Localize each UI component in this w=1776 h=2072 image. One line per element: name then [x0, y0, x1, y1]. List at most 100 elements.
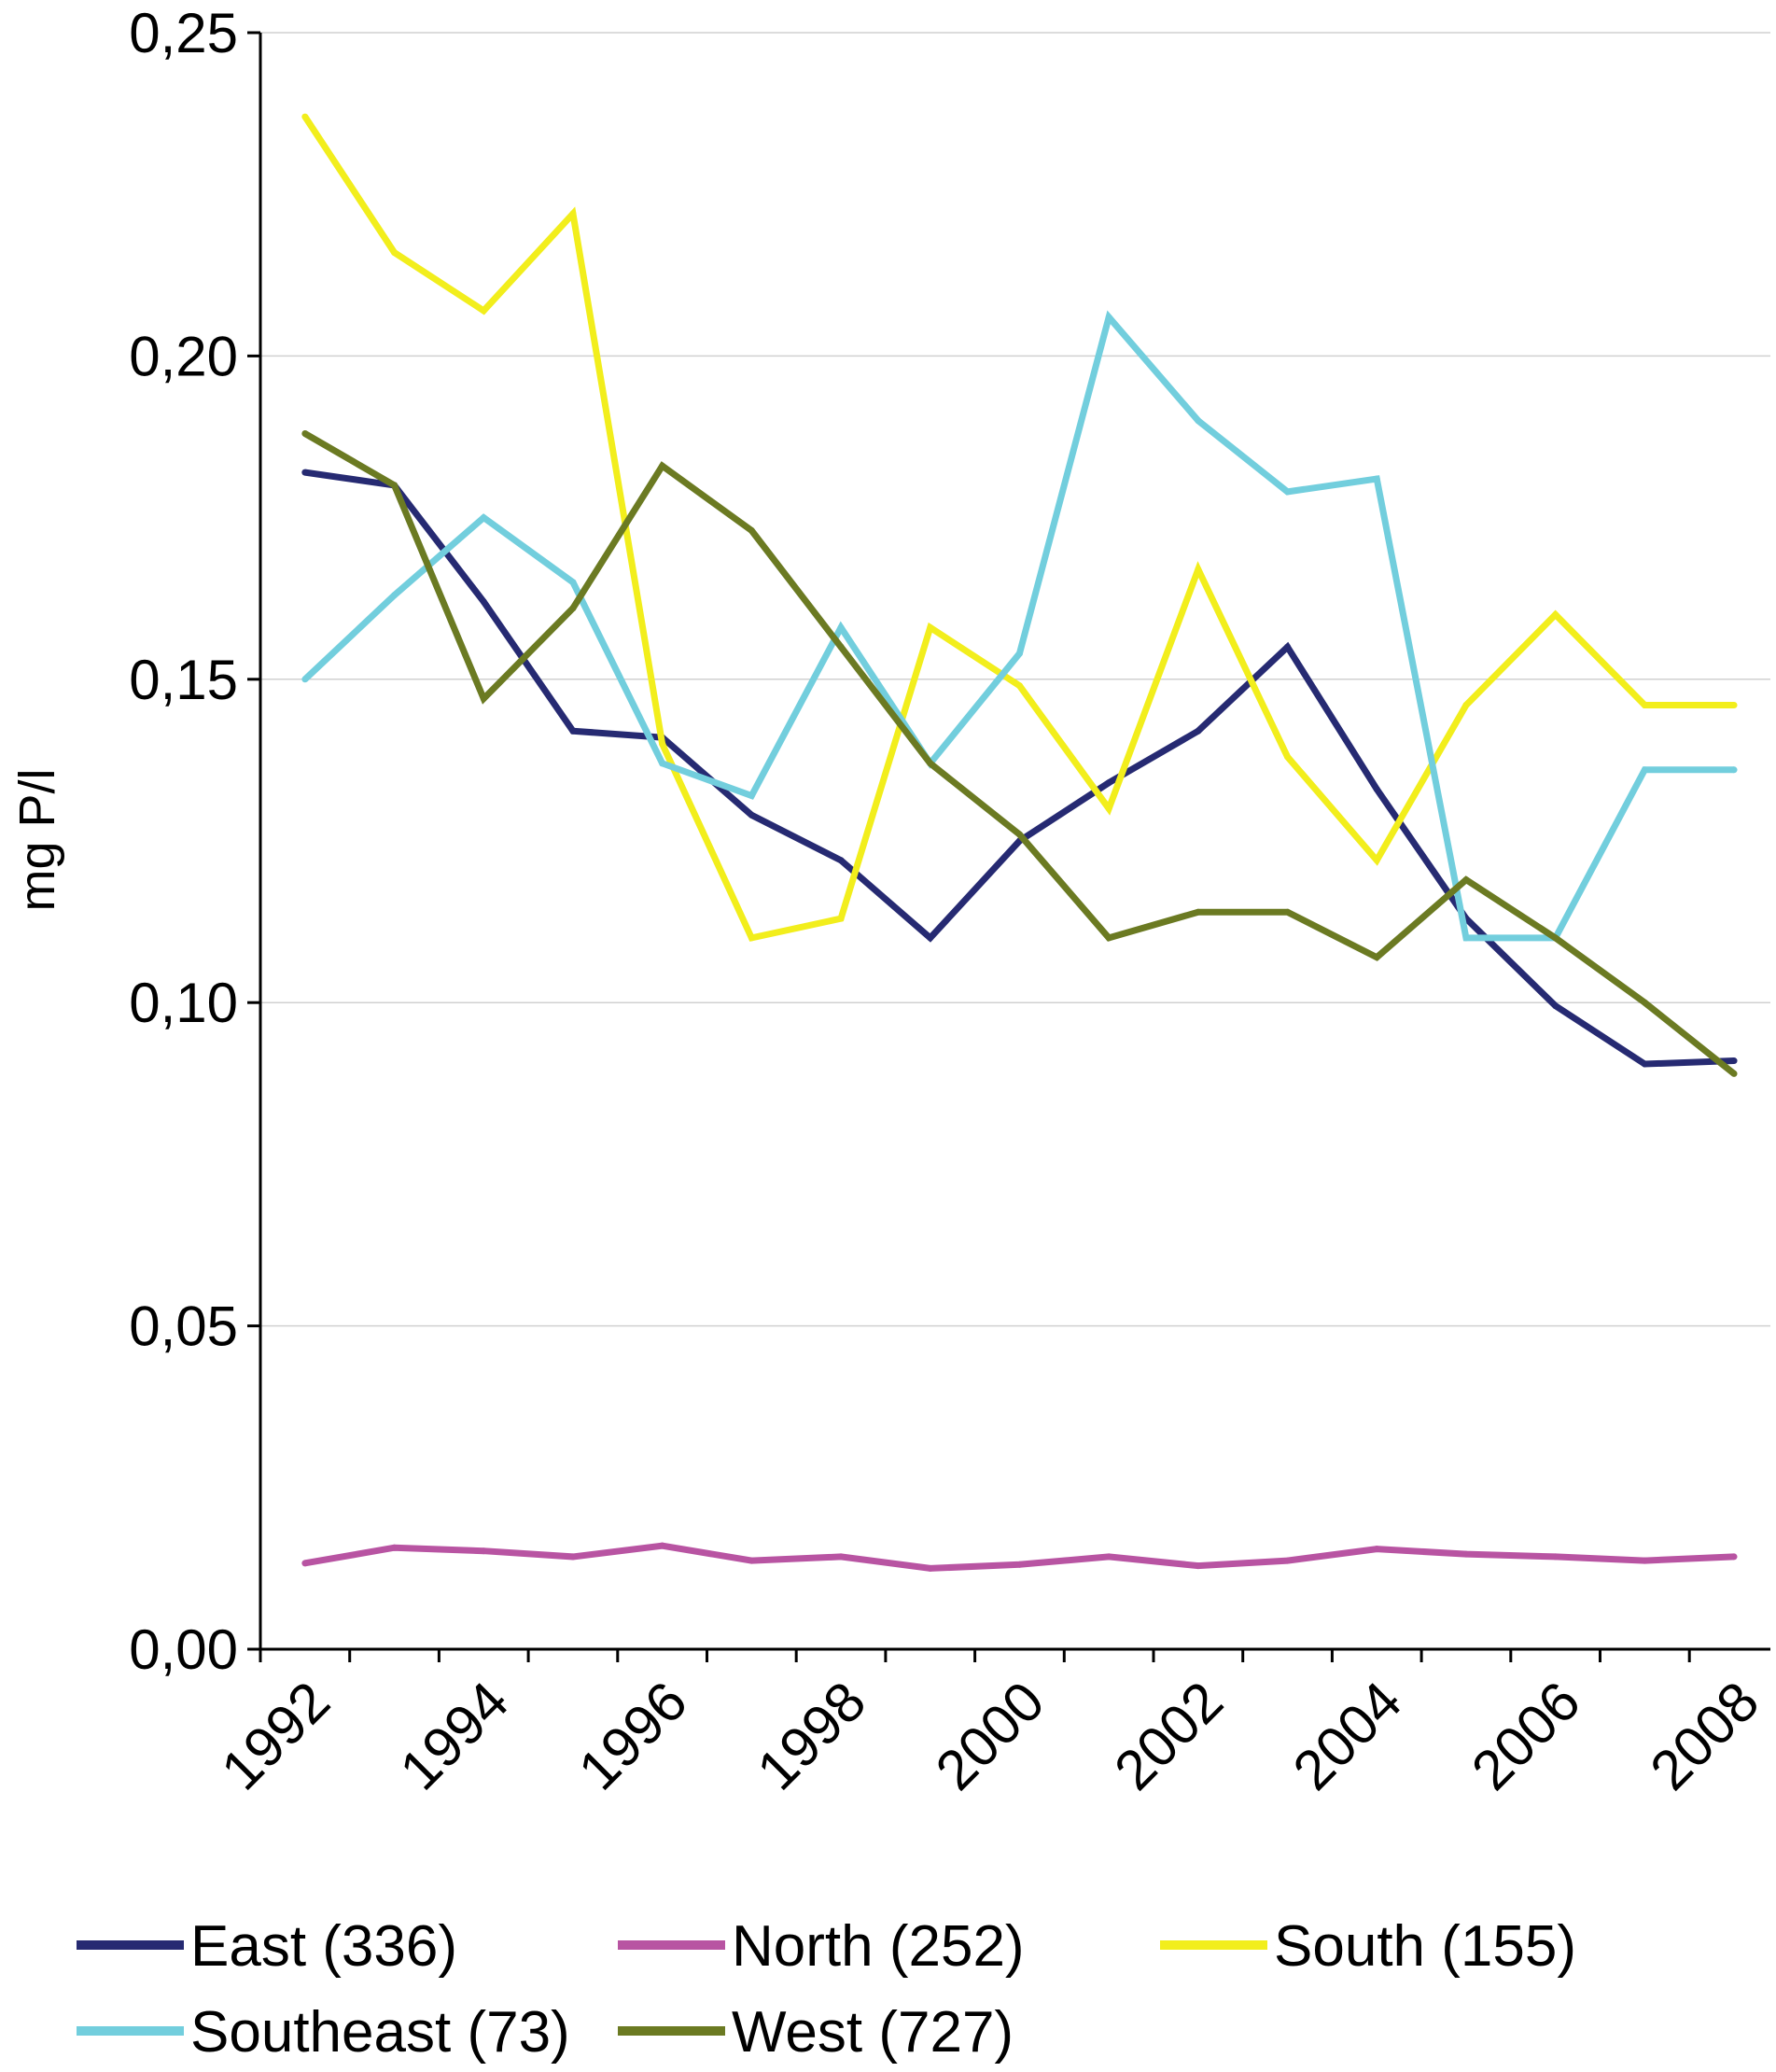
data-point: [569, 210, 577, 217]
data-point: [748, 811, 755, 819]
legend-label: North (252): [732, 1914, 1025, 1979]
data-point: [1730, 1553, 1738, 1561]
data-point: [1462, 1550, 1470, 1558]
legend-label: Southeast (73): [190, 2000, 570, 2065]
data-point: [1641, 1060, 1648, 1068]
data-point: [659, 740, 666, 748]
data-point: [1015, 682, 1023, 690]
data-point: [837, 643, 845, 651]
y-tick-label: 0,25: [129, 2, 238, 64]
data-point: [1462, 702, 1470, 709]
data-point: [748, 1557, 755, 1564]
x-tick-label: 2008: [1638, 1670, 1770, 1802]
y-tick-label: 0,20: [129, 325, 238, 387]
data-point: [1552, 1553, 1559, 1561]
data-point: [1462, 934, 1470, 942]
data-point: [837, 1553, 845, 1561]
data-point: [1105, 805, 1112, 812]
data-point: [391, 249, 399, 257]
x-tick-label: 1998: [745, 1670, 877, 1802]
data-point: [480, 695, 487, 703]
data-point: [659, 1542, 666, 1549]
legend-label: East (336): [190, 1914, 457, 1979]
data-point: [569, 605, 577, 612]
data-point: [569, 579, 577, 586]
data-point: [748, 792, 755, 800]
data-point: [1105, 779, 1112, 787]
data-point: [1641, 766, 1648, 774]
data-point: [1641, 702, 1648, 709]
series-line-west: [303, 430, 1737, 1077]
data-point: [1373, 857, 1380, 864]
x-tick-label: 1994: [388, 1670, 521, 1802]
data-point: [480, 307, 487, 315]
data-point: [480, 598, 487, 606]
data-point: [391, 482, 399, 489]
data-point: [1284, 1557, 1292, 1564]
y-tick-label: 0,15: [129, 649, 238, 711]
data-point: [480, 1547, 487, 1555]
data-point: [301, 430, 309, 438]
data-point: [1730, 1057, 1738, 1065]
y-tick-label: 0,05: [129, 1295, 238, 1358]
data-point: [1195, 727, 1202, 735]
data-point: [1105, 934, 1112, 942]
x-tick-label: 2002: [1102, 1670, 1235, 1802]
data-point: [1730, 702, 1738, 709]
legend-label: West (727): [732, 2000, 1014, 2065]
data-point: [301, 676, 309, 683]
data-point: [837, 915, 845, 922]
data-point: [748, 526, 755, 534]
x-tick-label: 2004: [1281, 1670, 1414, 1802]
data-point: [480, 514, 487, 522]
data-point: [659, 462, 666, 469]
data-point: [569, 727, 577, 735]
x-tick-label: 1992: [209, 1670, 342, 1802]
y-tick-label: 0,10: [129, 972, 238, 1034]
data-point: [1552, 1002, 1559, 1010]
data-point: [837, 857, 845, 864]
x-tick-label: 1996: [566, 1670, 699, 1802]
data-point: [837, 623, 845, 631]
data-point: [1641, 1557, 1648, 1564]
x-tick-label: 2000: [924, 1670, 1056, 1802]
data-point: [1195, 566, 1202, 573]
data-point: [391, 1544, 399, 1551]
data-point: [1730, 766, 1738, 774]
data-point: [1015, 831, 1023, 838]
y-axis-label: mg P/l: [9, 768, 65, 911]
data-point: [927, 760, 934, 767]
data-point: [569, 1553, 577, 1561]
data-point: [1105, 1553, 1112, 1561]
data-point: [301, 113, 309, 120]
data-point: [301, 469, 309, 476]
data-point: [1195, 417, 1202, 425]
data-point: [1015, 1561, 1023, 1568]
data-point: [1105, 314, 1112, 321]
data-point: [748, 934, 755, 942]
series-line-east: [304, 469, 1735, 1068]
data-point: [927, 623, 934, 631]
data-point: [927, 1564, 934, 1572]
data-point: [1284, 643, 1292, 651]
data-point: [1373, 475, 1380, 483]
data-point: [1284, 488, 1292, 496]
x-tick-label: 2006: [1460, 1670, 1592, 1802]
data-point: [1641, 999, 1648, 1006]
data-point: [1284, 908, 1292, 916]
legend-label: South (155): [1274, 1914, 1576, 1979]
data-point: [659, 760, 666, 767]
data-point: [1373, 786, 1380, 793]
data-point: [927, 934, 934, 942]
data-point: [1552, 611, 1559, 619]
data-point: [391, 592, 399, 599]
data-point: [1015, 650, 1023, 657]
data-point: [1284, 753, 1292, 761]
data-point: [1195, 908, 1202, 916]
data-point: [1373, 954, 1380, 961]
series-line-south: [301, 115, 1735, 942]
data-point: [1552, 934, 1559, 942]
data-point: [1730, 1070, 1738, 1077]
data-point: [301, 1560, 309, 1567]
